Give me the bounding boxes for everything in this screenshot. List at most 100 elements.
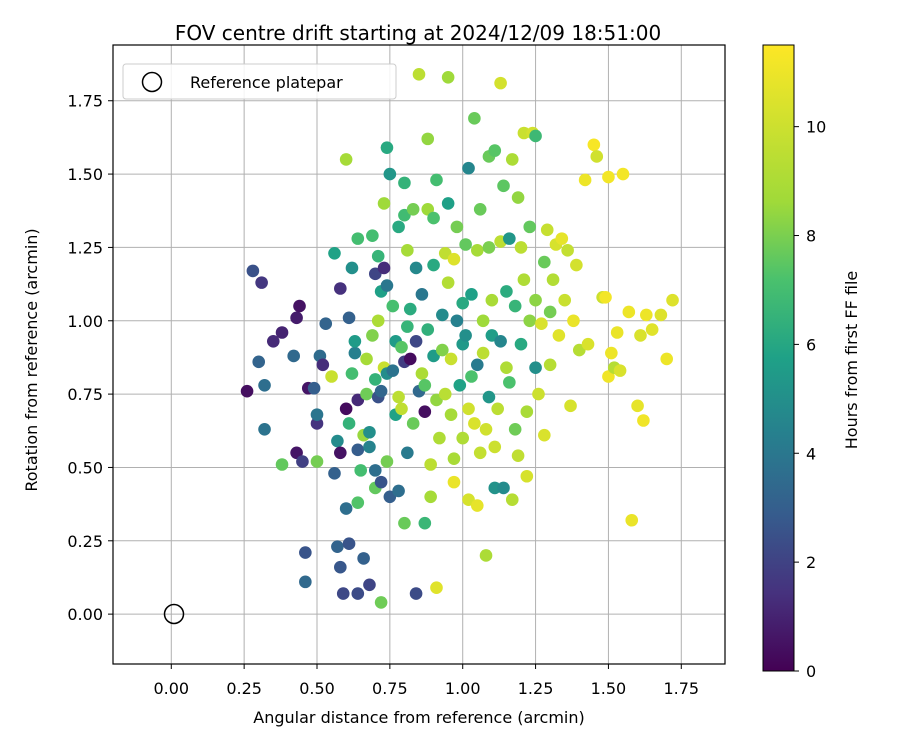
- data-point: [631, 399, 644, 413]
- data-point: [503, 376, 516, 389]
- data-point: [532, 387, 545, 401]
- data-point: [552, 329, 566, 342]
- data-point: [380, 279, 394, 292]
- data-point: [368, 373, 382, 386]
- data-point: [505, 493, 519, 507]
- data-point: [468, 112, 481, 125]
- y-axis-ticks: 0.00 0.25 0.50 0.75 1.00 1.25 1.50 1.75: [67, 92, 113, 624]
- legend-entry-reference: Reference platepar: [190, 73, 343, 92]
- grid-lines: [113, 45, 725, 664]
- data-point: [336, 587, 350, 600]
- x-tick-label: 0.50: [299, 679, 335, 698]
- data-point: [538, 255, 551, 269]
- data-point: [363, 425, 376, 439]
- data-point: [622, 305, 636, 319]
- data-point: [514, 337, 528, 351]
- data-point: [436, 343, 449, 357]
- data-point: [660, 352, 674, 366]
- data-point: [447, 452, 461, 465]
- y-tick-label: 1.00: [67, 312, 103, 331]
- data-point: [258, 379, 271, 392]
- x-axis-ticks: 0.00 0.25 0.50 0.75 1.00 1.25 1.50 1.75: [153, 664, 699, 698]
- data-point: [497, 179, 510, 193]
- data-point: [371, 314, 385, 328]
- data-point: [383, 167, 397, 181]
- colorbar-tick-label: 4: [806, 444, 816, 463]
- data-point: [374, 384, 388, 398]
- x-tick-label: 1.75: [663, 679, 699, 698]
- data-point: [392, 484, 405, 498]
- data-point: [293, 299, 306, 313]
- data-point: [465, 288, 478, 301]
- data-point: [310, 455, 324, 468]
- data-point: [290, 311, 303, 325]
- data-point: [523, 220, 537, 234]
- data-point: [666, 293, 679, 307]
- data-point: [386, 364, 400, 377]
- data-point: [567, 314, 580, 328]
- y-tick-label: 0.00: [67, 605, 103, 624]
- data-point: [482, 390, 496, 404]
- data-point: [401, 446, 414, 460]
- data-point: [403, 352, 417, 366]
- colorbar-tick-label: 8: [806, 227, 816, 246]
- data-point: [421, 132, 435, 146]
- x-tick-label: 0.25: [226, 679, 262, 698]
- y-tick-label: 0.50: [67, 458, 103, 477]
- data-point: [654, 308, 668, 322]
- y-tick-label: 1.25: [67, 238, 103, 257]
- data-point: [392, 220, 405, 234]
- data-point: [331, 540, 344, 553]
- data-point: [637, 414, 650, 427]
- data-point: [564, 399, 577, 413]
- y-tick-label: 0.75: [67, 385, 103, 404]
- data-point: [255, 276, 268, 289]
- data-point: [599, 290, 612, 304]
- data-point: [590, 150, 604, 163]
- data-point: [543, 358, 557, 372]
- data-point: [436, 308, 449, 322]
- data-point: [645, 323, 659, 336]
- data-point: [581, 337, 595, 351]
- data-point: [610, 326, 624, 339]
- data-point: [409, 587, 423, 600]
- data-point: [616, 167, 630, 181]
- data-point: [447, 252, 461, 266]
- data-point: [470, 499, 484, 512]
- colorbar-ticks: 0 2 4 6 8 10: [794, 118, 826, 681]
- data-point: [287, 349, 300, 363]
- data-point: [374, 475, 388, 489]
- data-point: [456, 296, 470, 310]
- data-point: [377, 261, 391, 275]
- data-point: [351, 496, 365, 509]
- data-point: [441, 197, 455, 210]
- data-point: [386, 299, 400, 313]
- data-point: [328, 246, 341, 260]
- x-tick-label: 0.00: [153, 679, 189, 698]
- data-point: [240, 384, 254, 398]
- data-point: [485, 293, 499, 307]
- data-point: [450, 314, 464, 328]
- data-point: [497, 481, 510, 495]
- data-point: [578, 173, 592, 187]
- data-point: [520, 469, 534, 483]
- data-point: [450, 220, 464, 234]
- data-point: [339, 502, 353, 515]
- data-point: [406, 202, 420, 216]
- data-point: [459, 329, 472, 342]
- data-point: [299, 575, 312, 589]
- data-point: [602, 170, 615, 184]
- data-point: [334, 560, 347, 574]
- data-point: [275, 326, 289, 339]
- data-point: [535, 317, 548, 330]
- x-tick-label: 1.50: [591, 679, 627, 698]
- x-tick-label: 1.00: [445, 679, 481, 698]
- data-point: [252, 355, 266, 369]
- y-axis-label: Rotation from reference (arcmin): [22, 228, 41, 491]
- data-point: [339, 402, 353, 416]
- data-point: [415, 288, 429, 301]
- data-point: [360, 352, 373, 366]
- data-point: [543, 305, 557, 319]
- data-point: [360, 387, 373, 401]
